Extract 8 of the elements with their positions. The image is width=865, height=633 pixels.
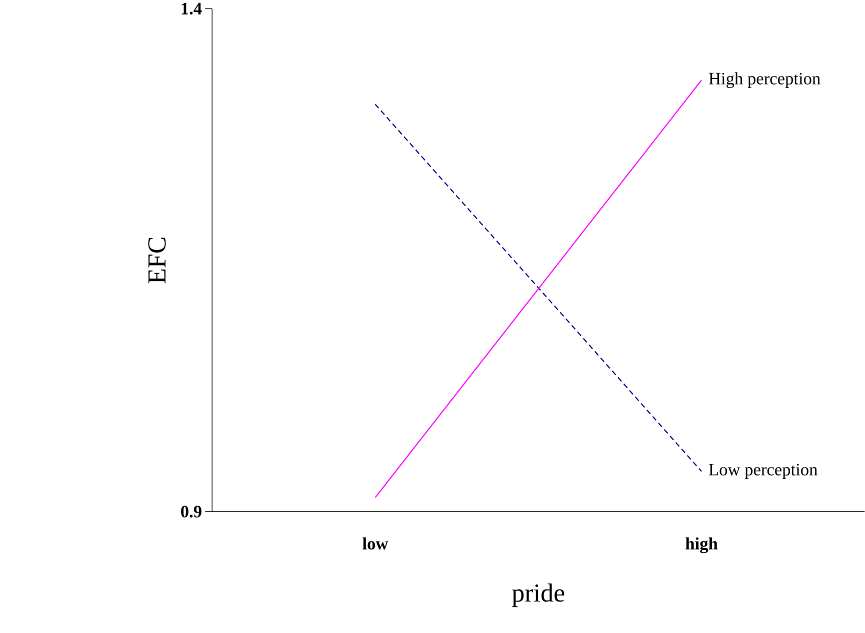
x-tick-label: high <box>686 537 718 554</box>
series-label: High perception <box>708 72 820 88</box>
y-tick-label: 1.4 <box>182 2 202 14</box>
x-tick-label: low <box>362 537 388 550</box>
x-axis-title: pride <box>512 583 564 607</box>
y-tick-label: 0.9 <box>181 506 202 518</box>
series-label: Low perception <box>708 464 818 479</box>
y-axis-title: EFC <box>148 238 166 284</box>
